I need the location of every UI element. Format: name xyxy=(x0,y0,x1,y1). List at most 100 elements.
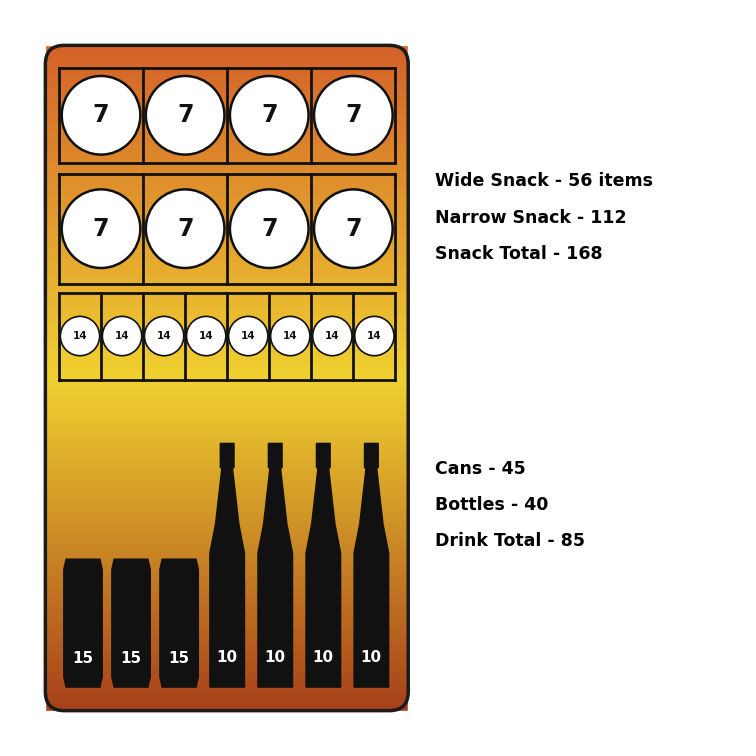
Bar xyxy=(45,313,408,316)
Bar xyxy=(45,85,408,88)
Bar xyxy=(45,222,408,225)
Bar xyxy=(45,439,408,442)
Bar xyxy=(45,160,408,163)
Bar xyxy=(45,699,408,702)
Bar xyxy=(45,253,408,256)
Bar xyxy=(45,411,408,414)
Text: 15: 15 xyxy=(120,652,141,667)
Text: Wide Snack - 56 items: Wide Snack - 56 items xyxy=(435,172,652,191)
Bar xyxy=(45,333,408,336)
Bar xyxy=(45,107,408,110)
Bar xyxy=(45,284,408,287)
Bar xyxy=(45,324,408,327)
Bar xyxy=(45,643,408,646)
Bar xyxy=(45,572,408,575)
Text: Drink Total - 85: Drink Total - 85 xyxy=(435,532,584,550)
Circle shape xyxy=(62,190,141,268)
Bar xyxy=(45,581,408,584)
Bar xyxy=(45,497,408,500)
Bar xyxy=(45,220,408,223)
Text: 14: 14 xyxy=(283,331,298,341)
Bar xyxy=(45,455,408,458)
Text: 7: 7 xyxy=(345,104,361,127)
Bar xyxy=(45,100,408,103)
Bar xyxy=(45,302,408,305)
Bar xyxy=(45,184,408,187)
Circle shape xyxy=(60,317,100,356)
Bar xyxy=(45,477,408,480)
Bar xyxy=(45,158,408,161)
Bar xyxy=(45,264,408,267)
Bar xyxy=(45,588,408,591)
Bar xyxy=(45,191,408,194)
Bar xyxy=(45,382,408,385)
Bar xyxy=(45,231,408,234)
Text: 7: 7 xyxy=(93,104,110,127)
Circle shape xyxy=(230,190,308,268)
Bar xyxy=(45,470,408,473)
Polygon shape xyxy=(112,559,150,687)
Bar xyxy=(45,683,408,686)
Bar xyxy=(45,180,408,183)
Bar xyxy=(45,681,408,684)
Bar xyxy=(45,351,408,354)
Bar xyxy=(45,661,408,664)
Bar xyxy=(45,268,408,271)
Bar xyxy=(45,435,408,438)
Bar xyxy=(45,227,408,229)
Bar xyxy=(45,586,408,589)
Bar xyxy=(45,327,408,329)
Bar xyxy=(45,295,408,298)
Bar xyxy=(45,358,408,361)
Bar xyxy=(45,233,408,236)
Bar xyxy=(45,194,408,196)
Bar xyxy=(45,156,408,159)
Bar xyxy=(45,708,408,711)
Bar xyxy=(45,289,408,292)
Bar xyxy=(45,479,408,482)
Bar xyxy=(45,337,408,340)
Bar xyxy=(45,453,408,456)
Bar xyxy=(45,668,408,671)
Bar xyxy=(45,548,408,551)
Bar xyxy=(45,579,408,582)
Text: 15: 15 xyxy=(73,652,94,667)
Circle shape xyxy=(146,190,225,268)
Bar xyxy=(45,641,408,644)
Text: Bottles - 40: Bottles - 40 xyxy=(435,496,548,514)
Bar xyxy=(45,244,408,247)
Bar xyxy=(45,82,408,85)
Circle shape xyxy=(271,317,310,356)
Circle shape xyxy=(230,76,308,155)
Bar xyxy=(45,568,408,571)
Circle shape xyxy=(146,76,225,155)
Bar xyxy=(45,173,408,176)
Bar xyxy=(45,195,408,198)
Bar xyxy=(45,271,408,274)
Bar xyxy=(45,304,408,307)
Circle shape xyxy=(355,317,394,356)
Bar xyxy=(45,225,408,228)
Bar xyxy=(45,420,408,423)
Bar xyxy=(45,705,408,708)
Circle shape xyxy=(228,317,268,356)
Bar xyxy=(45,448,408,451)
Bar xyxy=(45,610,408,613)
Bar xyxy=(45,621,408,624)
Bar xyxy=(45,451,408,454)
Bar xyxy=(45,291,408,294)
Bar xyxy=(45,218,408,221)
Bar xyxy=(45,366,408,369)
Bar xyxy=(45,102,408,105)
Text: 14: 14 xyxy=(325,331,339,341)
Bar xyxy=(45,539,408,542)
Circle shape xyxy=(187,317,226,356)
Bar xyxy=(45,472,408,476)
Text: 14: 14 xyxy=(199,331,213,341)
Bar xyxy=(45,506,408,509)
Text: 14: 14 xyxy=(115,331,129,341)
Bar xyxy=(45,565,408,569)
Bar xyxy=(45,553,408,556)
Bar xyxy=(45,189,408,192)
Bar xyxy=(45,541,408,544)
